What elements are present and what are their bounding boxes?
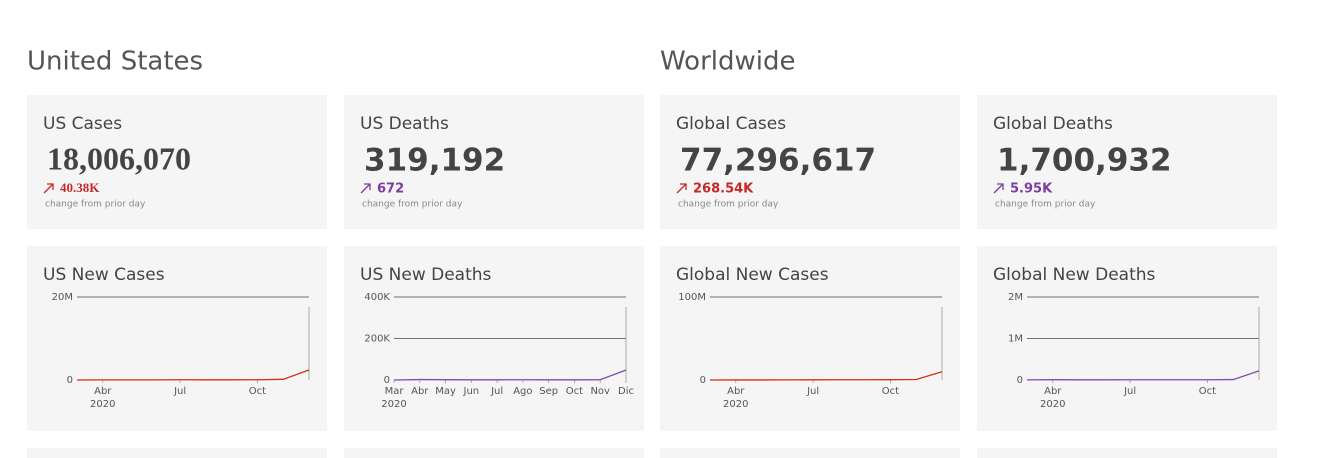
kpi-title: US Deaths — [360, 114, 449, 134]
series-line — [393, 369, 627, 381]
kpi-note: change from prior day — [678, 200, 779, 210]
chart-title: Global New Deaths — [993, 265, 1156, 285]
y-tick-label: 20M — [52, 292, 73, 303]
kpi-note: change from prior day — [995, 200, 1096, 210]
x-year-label: 2020 — [381, 399, 406, 410]
trend-arrow — [993, 183, 1004, 194]
kpi-change: 268.54K — [693, 182, 754, 197]
x-tick-label: Oct — [882, 386, 899, 397]
kpi-title: Global Deaths — [993, 114, 1113, 134]
x-tick-label: Oct — [566, 386, 583, 397]
kpi-value: 77,296,617 — [680, 143, 876, 179]
section-title: Worldwide — [660, 47, 796, 77]
trend-arrow — [43, 183, 54, 194]
x-tick-label: Jul — [806, 386, 819, 397]
trend-arrow — [360, 183, 371, 194]
kpi-value: 18,006,070 — [47, 140, 191, 176]
trend-arrow — [676, 183, 687, 194]
x-year-label: 2020 — [90, 399, 115, 410]
kpi-change: 672 — [377, 182, 404, 197]
chart-title: US New Cases — [43, 265, 165, 285]
kpi-card — [660, 95, 960, 229]
chart-title: Global New Cases — [676, 265, 829, 285]
x-tick-label: Oct — [249, 386, 266, 397]
card — [660, 448, 960, 458]
y-tick-label: 1M — [1008, 334, 1023, 345]
x-tick-label: Jul — [490, 386, 503, 397]
chart-card — [660, 246, 960, 431]
x-tick-label: Abr — [727, 386, 745, 397]
y-tick-label: 200K — [364, 334, 390, 345]
y-tick-label: 0 — [700, 375, 706, 386]
kpi-card — [27, 95, 327, 229]
kpi-title: US Cases — [43, 114, 122, 134]
x-year-label: 2020 — [1040, 399, 1065, 410]
chart-card — [27, 246, 327, 431]
chart-title: US New Deaths — [360, 265, 492, 285]
x-tick-label: Jul — [1123, 386, 1136, 397]
y-tick-label: 100M — [678, 292, 706, 303]
x-tick-label: Abr — [411, 386, 429, 397]
x-tick-label: Dic — [618, 386, 634, 397]
kpi-change: 5.95K — [1010, 182, 1053, 197]
kpi-card — [344, 95, 644, 229]
x-tick-label: Jul — [173, 386, 186, 397]
series-line — [76, 369, 310, 381]
x-tick-label: Sep — [539, 386, 558, 397]
series-line — [1026, 370, 1260, 381]
section-title: United States — [27, 47, 203, 77]
kpi-value: 1,700,932 — [997, 143, 1172, 179]
kpi-value: 319,192 — [364, 143, 505, 179]
card — [977, 448, 1277, 458]
x-tick-label: Abr — [1044, 386, 1062, 397]
kpi-note: change from prior day — [362, 200, 463, 210]
y-tick-label: 2M — [1008, 292, 1023, 303]
x-tick-label: Mar — [385, 386, 405, 397]
x-tick-label: Nov — [590, 386, 610, 397]
x-tick-label: Ago — [513, 386, 532, 397]
y-tick-label: 0 — [1017, 375, 1023, 386]
kpi-card — [977, 95, 1277, 229]
series-line — [709, 371, 943, 381]
y-tick-label: 0 — [384, 375, 390, 386]
x-tick-label: Oct — [1199, 386, 1216, 397]
kpi-change: 40.38K — [60, 180, 100, 195]
y-tick-label: 400K — [364, 292, 390, 303]
x-tick-label: May — [435, 386, 456, 397]
x-year-label: 2020 — [723, 399, 748, 410]
card — [27, 448, 327, 458]
kpi-title: Global Cases — [676, 114, 786, 134]
y-tick-label: 0 — [67, 375, 73, 386]
x-tick-label: Abr — [94, 386, 112, 397]
card — [344, 448, 644, 458]
kpi-note: change from prior day — [45, 200, 146, 210]
x-tick-label: Jun — [463, 386, 480, 397]
